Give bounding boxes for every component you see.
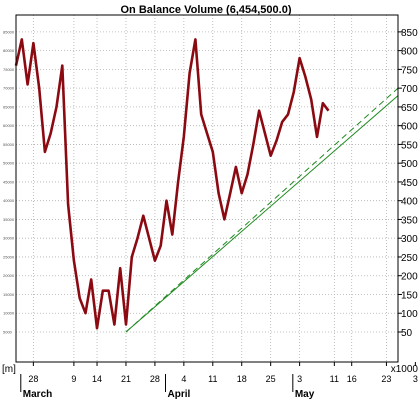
- chart-title: On Balance Volume (6,454,500.0): [121, 4, 292, 16]
- left-axis-labels: 85000 80000 75000 70000 65000 60000 55000 50000…: [3, 29, 15, 334]
- x-tick-label: 11: [330, 374, 339, 384]
- x-tick-label: 18: [237, 374, 247, 384]
- month-label: March: [23, 389, 52, 400]
- x-tick-label: 4: [181, 374, 186, 384]
- x-tick-label: 9: [71, 374, 76, 384]
- month-label: April: [167, 389, 190, 400]
- y-tick-label: 100: [401, 309, 418, 320]
- left-axis-label: 30000: [3, 236, 15, 241]
- trendlines: [125, 87, 399, 333]
- left-axis-label: 15000: [3, 292, 15, 297]
- left-axis-label: 25000: [3, 254, 15, 259]
- y-tick-label: 700: [401, 84, 418, 95]
- trendline-solid: [125, 95, 399, 333]
- y-tick-label: 850: [401, 28, 418, 39]
- left-axis-label: 85000: [3, 29, 15, 34]
- y-axis-labels: 850 800 750 700 650 600 550 500 450 400 350 300 250 2…: [398, 28, 418, 339]
- unit-label: x1000: [391, 364, 419, 375]
- grid-lines: [16, 15, 398, 362]
- left-axis-label: 75000: [3, 67, 15, 72]
- left-axis-label: 50000: [3, 161, 15, 166]
- x-tick-label: 3: [297, 374, 302, 384]
- y-tick-label: 650: [401, 103, 418, 114]
- y-tick-label: 600: [401, 122, 418, 133]
- x-tick-label: 11: [208, 374, 217, 384]
- month-labels: March April May: [20, 374, 315, 400]
- y-tick-label: 300: [401, 234, 418, 245]
- y-tick-label: 250: [401, 253, 418, 264]
- y-tick-label: 800: [401, 47, 418, 58]
- corner-marker: [m]: [2, 364, 16, 375]
- left-axis-label: 80000: [3, 48, 15, 53]
- left-axis-label: 20000: [3, 273, 15, 278]
- y-tick-label: 500: [401, 159, 418, 170]
- x-tick-label: 28: [150, 374, 160, 384]
- left-axis-label: 35000: [3, 217, 15, 222]
- y-tick-label: 200: [401, 272, 418, 283]
- obv-line: [14, 38, 330, 330]
- left-axis-label: 65000: [3, 104, 15, 109]
- x-tick-label: 3: [413, 374, 418, 384]
- y-tick-label: 400: [401, 197, 418, 208]
- x-tick-label: 21: [121, 374, 131, 384]
- left-axis-label: 40000: [3, 198, 15, 203]
- y-tick-label: 150: [401, 290, 418, 301]
- month-label: May: [295, 389, 315, 400]
- left-axis-label: 55000: [3, 142, 15, 147]
- y-tick-label: 50: [401, 328, 413, 339]
- trendline-dashed: [125, 87, 399, 333]
- left-axis-label: 60000: [3, 123, 15, 128]
- y-tick-label: 450: [401, 178, 418, 189]
- left-axis-label: 10000: [3, 311, 15, 316]
- left-axis-label: 70000: [3, 86, 15, 91]
- y-tick-label: 750: [401, 65, 418, 76]
- x-tick-label: 25: [266, 374, 276, 384]
- x-tick-label: 14: [92, 374, 102, 384]
- left-axis-label: 5000: [3, 329, 13, 334]
- x-tick-label: 23: [381, 374, 391, 384]
- y-tick-label: 350: [401, 215, 418, 226]
- left-axis-label: 45000: [3, 179, 15, 184]
- x-tick-label: 28: [28, 374, 38, 384]
- y-tick-label: 550: [401, 140, 418, 151]
- x-axis-labels: 28 9 14 21 28 4 11 18 25 3 11 16 23 3: [28, 362, 418, 384]
- plot-frame: [15, 14, 399, 363]
- x-tick-label: 16: [347, 374, 357, 384]
